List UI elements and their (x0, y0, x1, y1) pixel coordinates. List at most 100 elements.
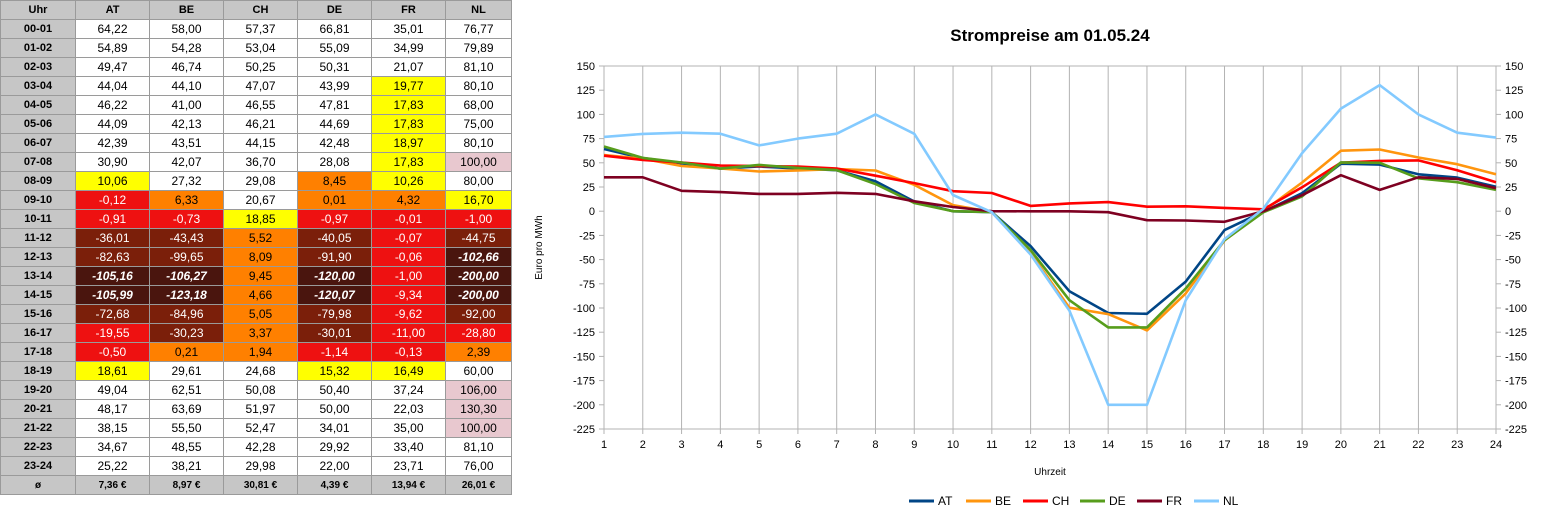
table-row: 02-03 49,47 46,74 50,25 50,31 21,07 81,10 (0, 57, 512, 77)
x-tick-label: 9 (911, 439, 917, 451)
hour-cell: 08-09 (0, 171, 76, 191)
price-cell: 106,00 (445, 380, 512, 400)
x-tick-label: 13 (1063, 439, 1075, 451)
price-cell: -84,96 (149, 304, 224, 324)
y-axis-label: Euro pro MWh (534, 215, 545, 279)
table-body: 00-01 64,22 58,00 57,37 66,81 35,01 76,77 01-02… (0, 19, 512, 495)
price-cell: 80,10 (445, 133, 512, 153)
price-cell: -106,27 (149, 266, 224, 286)
price-cell: -9,34 (371, 285, 446, 305)
x-tick-label: 11 (986, 439, 997, 451)
y-tick-label-left: -150 (573, 351, 595, 363)
price-table: Uhr AT BE CH DE FR NL 00-01 64,22 58,00 57,37 66,8… (0, 0, 512, 495)
price-cell: 53,04 (223, 38, 298, 58)
x-tick-label: 24 (1490, 439, 1502, 451)
column-header-fr: FR (371, 0, 446, 20)
y-tick-label-left: 50 (583, 158, 595, 170)
price-cell: 33,40 (371, 437, 446, 457)
price-cell: 18,97 (371, 133, 446, 153)
price-cell: -0,06 (371, 247, 446, 267)
price-cell: 66,81 (297, 19, 372, 39)
price-cell: 10,06 (75, 171, 150, 191)
y-tick-label-right: -175 (1505, 376, 1527, 388)
table-row: 05-06 44,09 42,13 46,21 44,69 17,83 75,00 (0, 114, 512, 134)
price-cell: -99,65 (149, 247, 224, 267)
series-line-at (603, 147, 1497, 316)
column-header-at: AT (75, 0, 150, 20)
y-tick-label-right: -25 (1505, 230, 1521, 242)
average-cell: 7,36 € (75, 475, 150, 495)
price-cell: 5,52 (223, 228, 298, 248)
price-cell: -40,05 (297, 228, 372, 248)
y-tick-label-left: 150 (577, 61, 595, 73)
y-tick-label-left: -25 (579, 230, 595, 242)
hour-cell: 21-22 (0, 418, 76, 438)
x-tick-label: 22 (1412, 439, 1424, 451)
y-tick-label-left: 25 (583, 182, 595, 194)
legend-label-be: BE (995, 494, 1011, 508)
legend-label-ch: CH (1052, 494, 1069, 508)
hour-cell: 19-20 (0, 380, 76, 400)
price-cell: -0,50 (75, 342, 150, 362)
price-cell: 52,47 (223, 418, 298, 438)
x-tick-label: 5 (756, 439, 762, 451)
price-cell: 8,45 (297, 171, 372, 191)
price-cell: 57,37 (223, 19, 298, 39)
x-tick-label: 23 (1451, 439, 1463, 451)
x-tick-label: 8 (872, 439, 878, 451)
legend-label-fr: FR (1166, 494, 1182, 508)
table-row: 13-14 -105,16 -106,27 9,45 -120,00 -1,00 -200,… (0, 266, 512, 286)
x-tick-label: 7 (834, 439, 840, 451)
price-cell: -120,07 (297, 285, 372, 305)
price-cell: 42,13 (149, 114, 224, 134)
y-tick-label-left: 75 (583, 134, 595, 146)
price-cell: 54,28 (149, 38, 224, 58)
price-cell: 35,01 (371, 19, 446, 39)
price-cell: -102,66 (445, 247, 512, 267)
price-cell: -9,62 (371, 304, 446, 324)
average-cell: 8,97 € (149, 475, 224, 495)
y-tick-label-right: 25 (1505, 182, 1517, 194)
y-tick-label-right: -125 (1505, 327, 1527, 339)
price-cell: 30,90 (75, 152, 150, 172)
column-header-uhr: Uhr (0, 0, 76, 20)
series-line-nl (603, 83, 1497, 407)
legend-label-at: AT (938, 494, 953, 508)
price-cell: 35,00 (371, 418, 446, 438)
price-cell: 17,83 (371, 95, 446, 115)
x-tick-label: 2 (640, 439, 646, 451)
table-header: Uhr AT BE CH DE FR NL (0, 0, 512, 20)
price-cell: -43,43 (149, 228, 224, 248)
hour-cell: 23-24 (0, 456, 76, 476)
price-cell: 50,08 (223, 380, 298, 400)
price-cell: 19,77 (371, 76, 446, 96)
legend-label-nl: NL (1223, 494, 1239, 508)
table-row: 15-16 -72,68 -84,96 5,05 -79,98 -9,62 -92,00 (0, 304, 512, 324)
price-cell: -0,01 (371, 209, 446, 229)
price-cell: 28,08 (297, 152, 372, 172)
price-cell: 25,22 (75, 456, 150, 476)
price-cell: -0,07 (371, 228, 446, 248)
price-cell: -91,90 (297, 247, 372, 267)
price-cell: 29,92 (297, 437, 372, 457)
table-row: 01-02 54,89 54,28 53,04 55,09 34,99 79,89 (0, 38, 512, 58)
price-cell: 60,00 (445, 361, 512, 381)
price-cell: 80,10 (445, 76, 512, 96)
price-cell: 27,32 (149, 171, 224, 191)
price-cell: 34,67 (75, 437, 150, 457)
table-row: 16-17 -19,55 -30,23 3,37 -30,01 -11,00 -28,80 (0, 323, 512, 343)
price-cell: -79,98 (297, 304, 372, 324)
x-tick-label: 12 (1024, 439, 1036, 451)
price-cell: 50,00 (297, 399, 372, 419)
price-cell: 41,00 (149, 95, 224, 115)
price-cell: 9,45 (223, 266, 298, 286)
price-cell: -11,00 (371, 323, 446, 343)
price-cell: 38,15 (75, 418, 150, 438)
price-cell: 100,00 (445, 152, 512, 172)
price-cell: -30,23 (149, 323, 224, 343)
x-tick-label: 16 (1180, 439, 1192, 451)
price-cell: 0,01 (297, 190, 372, 210)
price-cell: -1,00 (371, 266, 446, 286)
price-cell: 75,00 (445, 114, 512, 134)
price-cell: -1,14 (297, 342, 372, 362)
